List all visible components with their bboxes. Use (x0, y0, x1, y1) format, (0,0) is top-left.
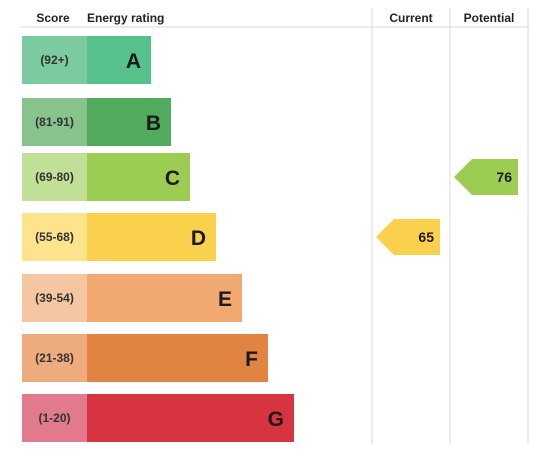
rating-bar-f (87, 334, 268, 382)
current-rating-arrow (376, 219, 440, 255)
potential-rating-arrow (454, 159, 518, 195)
potential-rating-marker: 76 (454, 159, 518, 195)
band-g: (1-20) G (22, 394, 294, 442)
band-a: (92+) A (22, 36, 151, 84)
score-range-g: (1-20) (38, 411, 70, 425)
rating-bands: (92+) A (81-91) B (69-80) C (55-68) D (39-54) E (2… (22, 36, 294, 442)
rating-bar-d (87, 213, 216, 261)
current-header: Current (389, 11, 432, 25)
current-rating-value: 65 (418, 229, 434, 245)
score-cell-e (22, 274, 87, 322)
band-e: (39-54) E (22, 274, 242, 322)
current-rating-marker: 65 (376, 219, 440, 255)
score-range-f: (21-38) (35, 351, 74, 365)
column-headers: Score Energy rating Current Potential (36, 11, 514, 25)
score-range-e: (39-54) (35, 291, 74, 305)
rating-bar-g (87, 394, 294, 442)
energy-rating-header: Energy rating (87, 11, 164, 25)
band-c: (69-80) C (22, 153, 190, 201)
score-range-d: (55-68) (35, 230, 74, 244)
rating-letter-c: C (165, 167, 180, 190)
score-cell-a (22, 36, 87, 84)
grid-lines (20, 8, 529, 444)
rating-letter-e: E (218, 288, 232, 311)
score-cell-b (22, 98, 87, 146)
band-d: (55-68) D (22, 213, 216, 261)
score-range-a: (92+) (40, 53, 68, 67)
score-cell-c (22, 153, 87, 201)
rating-letter-f: F (245, 348, 258, 371)
potential-rating-value: 76 (496, 169, 512, 185)
rating-bar-b (87, 98, 171, 146)
potential-header: Potential (464, 11, 515, 25)
band-b: (81-91) B (22, 98, 171, 146)
rating-bar-c (87, 153, 190, 201)
rating-bar-a (87, 36, 151, 84)
score-cell-g (22, 394, 87, 442)
rating-letter-a: A (126, 50, 141, 73)
rating-letter-d: D (191, 227, 206, 250)
score-range-b: (81-91) (35, 115, 74, 129)
rating-markers: 65 76 (376, 159, 518, 255)
band-f: (21-38) F (22, 334, 268, 382)
rating-letter-g: G (268, 408, 284, 431)
score-cell-d (22, 213, 87, 261)
rating-bar-e (87, 274, 242, 322)
score-header: Score (36, 11, 70, 25)
score-range-c: (69-80) (35, 170, 74, 184)
score-cell-f (22, 334, 87, 382)
rating-letter-b: B (146, 112, 161, 135)
